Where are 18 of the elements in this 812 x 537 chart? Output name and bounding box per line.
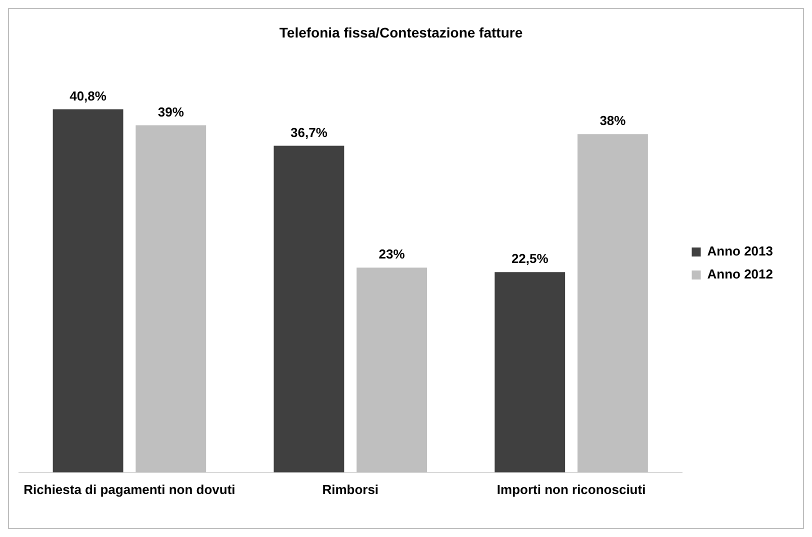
bar — [52, 109, 124, 472]
x-tick-label: Richiesta di pagamenti non dovuti — [24, 482, 236, 497]
bar — [578, 134, 648, 472]
data-label: 36,7% — [290, 124, 328, 140]
x-tick-label: Rimborsi — [322, 482, 379, 497]
legend-label: Anno 2012 — [707, 266, 774, 282]
data-label: 40,8% — [70, 88, 107, 104]
bar — [494, 272, 566, 472]
data-label: 22,5% — [511, 251, 549, 266]
bar — [136, 125, 206, 472]
chart-title: Telefonia fissa/Contestazione fatture — [279, 24, 523, 40]
bar — [274, 146, 344, 472]
data-label: 39% — [158, 104, 184, 120]
data-label: 23% — [378, 246, 406, 262]
bar — [356, 268, 428, 472]
x-tick-label: Importi non riconosciuti — [496, 482, 646, 497]
legend-label: Anno 2013 — [707, 244, 774, 259]
data-label: 38% — [600, 113, 626, 128]
